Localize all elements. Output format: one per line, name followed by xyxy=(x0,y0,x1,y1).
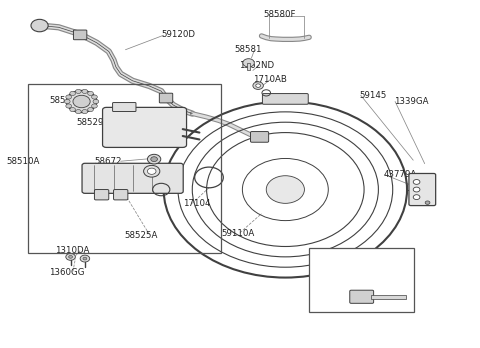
Circle shape xyxy=(243,59,254,67)
Circle shape xyxy=(93,100,99,104)
Text: 59120D: 59120D xyxy=(161,30,195,39)
Circle shape xyxy=(425,201,430,204)
FancyBboxPatch shape xyxy=(113,103,136,111)
Bar xyxy=(309,248,414,312)
Circle shape xyxy=(73,95,90,108)
Circle shape xyxy=(147,154,161,164)
Text: 58525A: 58525A xyxy=(124,231,158,240)
FancyBboxPatch shape xyxy=(73,30,87,40)
Circle shape xyxy=(69,255,72,258)
Circle shape xyxy=(66,90,97,112)
Circle shape xyxy=(83,257,87,260)
FancyBboxPatch shape xyxy=(409,174,436,206)
Circle shape xyxy=(82,110,88,114)
Circle shape xyxy=(92,95,97,99)
Circle shape xyxy=(253,82,264,89)
FancyBboxPatch shape xyxy=(159,93,173,103)
Text: 59110A: 59110A xyxy=(221,229,254,238)
Text: 1360GG: 1360GG xyxy=(49,268,84,277)
Circle shape xyxy=(144,165,160,177)
Circle shape xyxy=(66,104,72,108)
Text: 1339GA: 1339GA xyxy=(394,97,428,106)
Circle shape xyxy=(70,108,75,112)
Text: 1362ND: 1362ND xyxy=(239,61,274,70)
Circle shape xyxy=(413,187,420,192)
Text: 58581: 58581 xyxy=(234,45,262,54)
Circle shape xyxy=(64,100,70,104)
FancyBboxPatch shape xyxy=(103,108,187,148)
Circle shape xyxy=(147,168,156,174)
Circle shape xyxy=(31,19,48,32)
Bar xyxy=(247,63,251,70)
Circle shape xyxy=(82,89,88,94)
Bar xyxy=(28,84,221,253)
Circle shape xyxy=(66,95,72,99)
Circle shape xyxy=(92,104,97,108)
FancyBboxPatch shape xyxy=(114,190,128,200)
Circle shape xyxy=(413,180,420,184)
FancyBboxPatch shape xyxy=(95,190,109,200)
FancyBboxPatch shape xyxy=(251,132,269,142)
Text: 59145: 59145 xyxy=(360,91,387,100)
Circle shape xyxy=(66,253,75,260)
FancyBboxPatch shape xyxy=(350,290,373,303)
Text: 17104: 17104 xyxy=(183,199,210,208)
Circle shape xyxy=(75,89,81,94)
Circle shape xyxy=(256,84,261,87)
Circle shape xyxy=(266,176,304,203)
Text: 43779A: 43779A xyxy=(383,170,417,179)
Circle shape xyxy=(88,108,93,112)
Circle shape xyxy=(413,195,420,199)
Text: 58672: 58672 xyxy=(95,170,122,179)
FancyBboxPatch shape xyxy=(82,163,183,193)
Circle shape xyxy=(70,91,75,95)
Circle shape xyxy=(151,157,157,161)
Text: 1310DA: 1310DA xyxy=(55,246,90,255)
Circle shape xyxy=(80,255,90,262)
Text: 58672: 58672 xyxy=(95,157,122,166)
Text: 58529B: 58529B xyxy=(77,118,110,127)
Circle shape xyxy=(88,91,93,95)
Text: 58531A: 58531A xyxy=(49,96,83,105)
Text: 58510A: 58510A xyxy=(6,157,39,166)
Bar xyxy=(371,295,406,299)
FancyBboxPatch shape xyxy=(263,94,308,104)
Text: 1710AB: 1710AB xyxy=(253,74,287,84)
Circle shape xyxy=(75,110,81,114)
Text: 58580F: 58580F xyxy=(263,10,295,19)
Text: 11234: 11234 xyxy=(315,252,343,261)
